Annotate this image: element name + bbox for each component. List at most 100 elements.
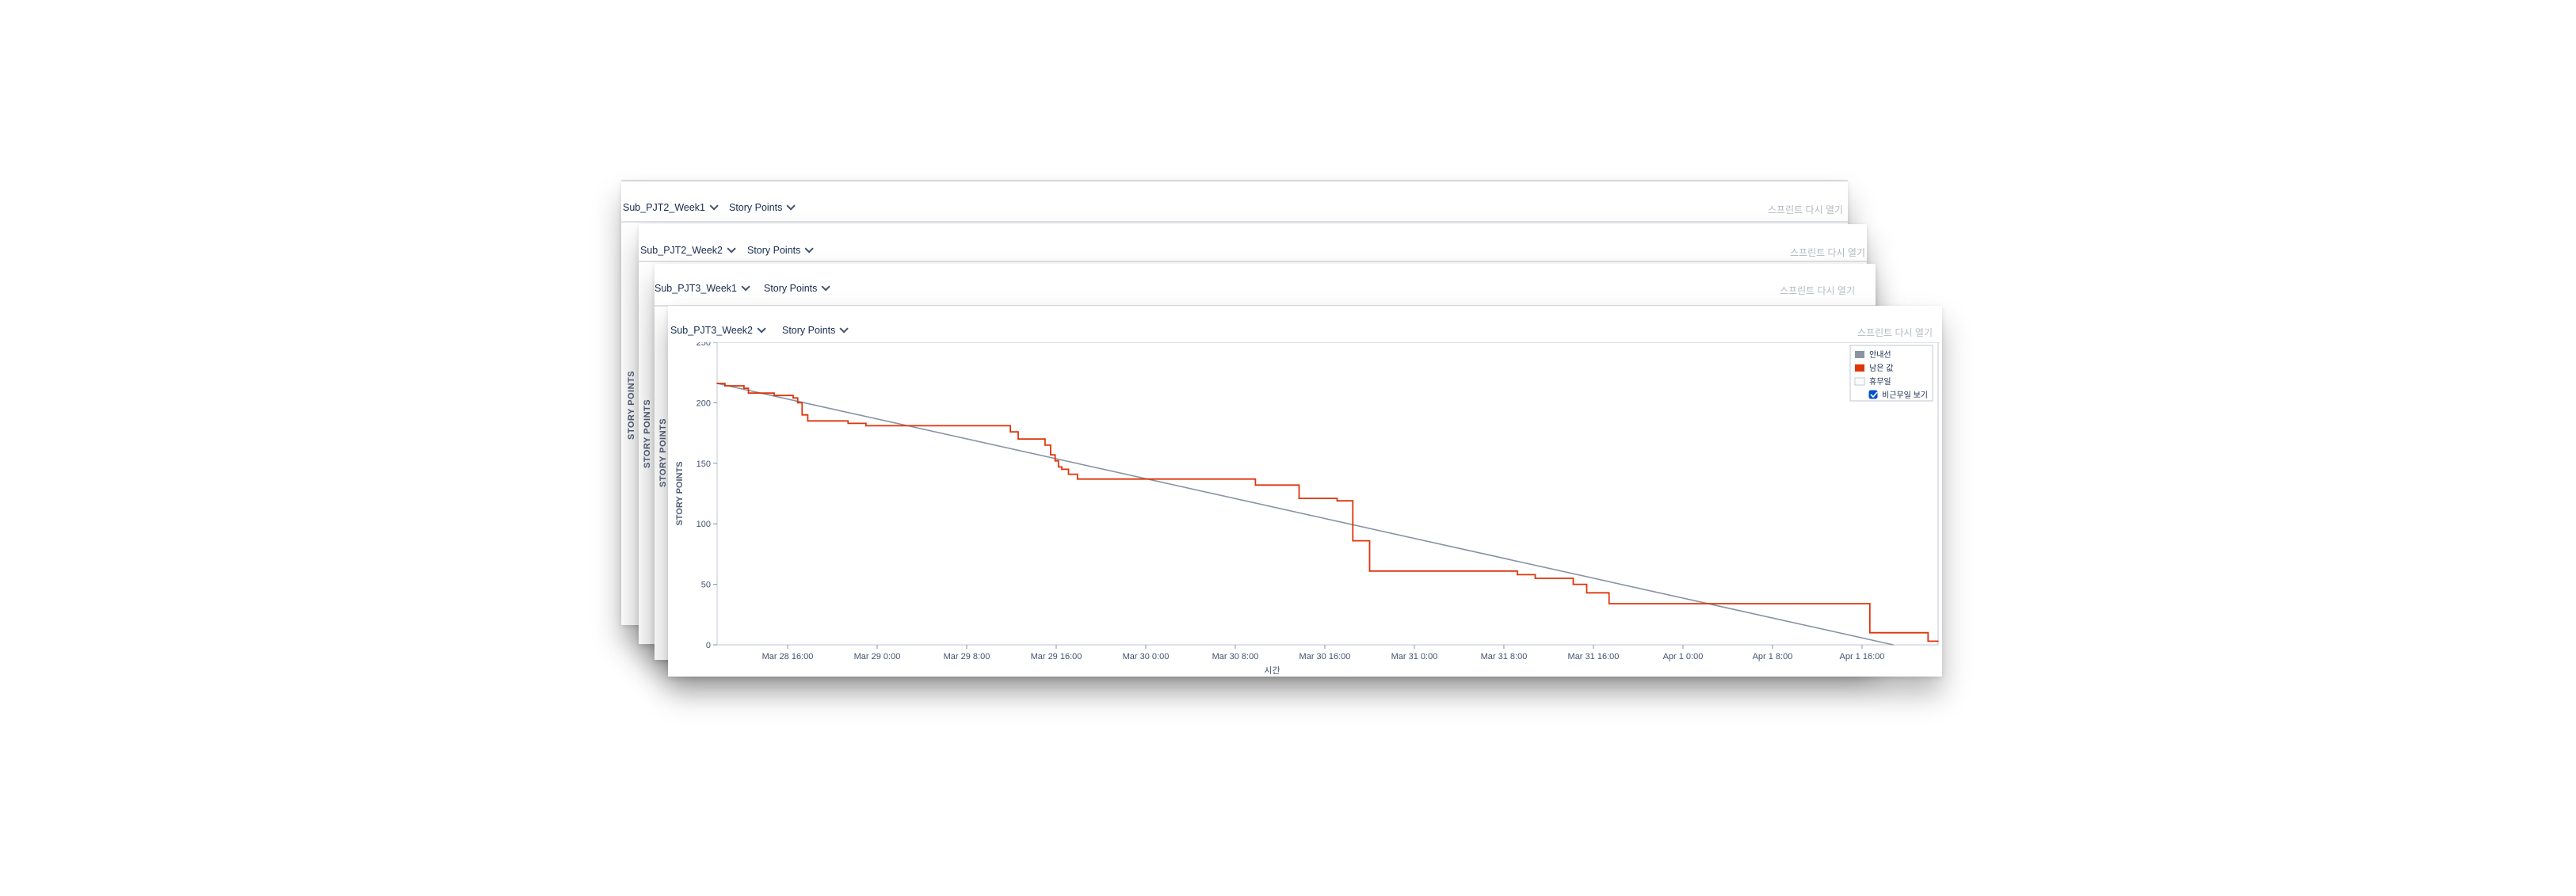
y-axis-label: STORY POINTS (643, 398, 652, 468)
chevron-down-icon (741, 282, 750, 292)
remaining-point (773, 395, 775, 397)
sprint-select[interactable]: Sub_PJT3_Week2 (670, 324, 766, 336)
chevron-down-icon (821, 282, 831, 292)
remaining-point (1054, 459, 1056, 462)
chevron-down-icon (839, 324, 849, 334)
legend-label-non-working: 휴무일 (1869, 377, 1891, 387)
remaining-point (1254, 484, 1257, 486)
remaining-point (796, 402, 799, 404)
y-tick-label: 100 (696, 520, 711, 529)
y-tick-label: 250 (696, 342, 711, 348)
legend-label-remaining: 남은 값 (1869, 364, 1893, 373)
legend-swatch-remaining (1855, 364, 1864, 372)
x-tick-label: Mar 30 0:00 (1123, 652, 1170, 662)
sprint-select[interactable]: Sub_PJT3_Week1 (654, 282, 750, 294)
x-tick-label: Mar 29 8:00 (944, 652, 990, 662)
remaining-point (1336, 500, 1338, 501)
remaining-point (1352, 540, 1354, 542)
x-tick-label: Mar 30 8:00 (1212, 652, 1259, 662)
chevron-down-icon (709, 201, 719, 211)
remaining-point (1044, 444, 1046, 446)
estimation-select[interactable]: Story Points (782, 324, 849, 336)
remaining-point (743, 387, 745, 389)
x-tick-label: Apr 1 16:00 (1840, 652, 1885, 662)
estimation-select[interactable]: Story Points (747, 244, 815, 256)
sprint-select[interactable]: Sub_PJT2_Week1 (623, 201, 719, 213)
reopen-sprint-link[interactable]: 스프린트 다시 열기 (1790, 247, 1865, 258)
remaining-point (1009, 431, 1011, 433)
estimation-select-label: Story Points (747, 245, 801, 256)
card-toolbar: Sub_PJT2_Week1 Story Points 스프린트 다시 열기 (621, 181, 1848, 223)
y-axis-title: STORY POINTS (675, 461, 685, 525)
y-axis-label: STORY POINTS (658, 417, 668, 487)
reopen-sprint-link[interactable]: 스프린트 다시 열기 (1780, 285, 1855, 296)
x-tick-label: Mar 30 16:00 (1299, 652, 1351, 662)
remaining-point (1517, 574, 1518, 576)
sprint-card-4: Sub_PJT3_Week2 Story Points 스프린트 다시 열기 0… (668, 306, 1942, 677)
x-tick-label: Mar 29 0:00 (854, 652, 901, 662)
sprint-select-label: Sub_PJT2_Week1 (623, 202, 705, 213)
non-working-days-checkbox[interactable] (1868, 390, 1878, 399)
estimation-select[interactable]: Story Points (764, 282, 831, 294)
plot-area (716, 342, 1939, 646)
y-tick-label: 50 (701, 581, 711, 590)
remaining-point (792, 397, 794, 399)
legend-swatch-non-working (1854, 377, 1865, 386)
page-divider (621, 180, 1848, 181)
card-toolbar: Sub_PJT2_Week2 Story Points 스프린트 다시 열기 (639, 224, 1867, 262)
x-tick-label: Apr 1 0:00 (1663, 652, 1704, 662)
chevron-down-icon (727, 244, 736, 254)
x-tick-label: Apr 1 8:00 (1753, 652, 1793, 662)
legend-swatch-guide (1855, 351, 1864, 358)
estimation-select-label: Story Points (764, 283, 818, 294)
sprint-select-label: Sub_PJT3_Week2 (670, 325, 753, 336)
reopen-sprint-link[interactable]: 스프린트 다시 열기 (1768, 204, 1843, 215)
remaining-point (1534, 578, 1536, 579)
x-axis-title: 시간 (1264, 665, 1280, 675)
sprint-select[interactable]: Sub_PJT2_Week2 (640, 244, 736, 256)
x-tick-label: Mar 28 16:00 (762, 652, 814, 662)
estimation-select[interactable]: Story Points (729, 201, 796, 213)
chevron-down-icon (757, 324, 766, 334)
remaining-point (724, 385, 726, 387)
remaining-point (1067, 473, 1070, 475)
remaining-point (1608, 603, 1610, 604)
remaining-point (847, 422, 849, 425)
y-axis-label: STORY POINTS (627, 370, 636, 440)
sprint-select-label: Sub_PJT3_Week1 (654, 283, 737, 294)
x-tick-label: Mar 29 16:00 (1031, 652, 1082, 662)
card-toolbar: Sub_PJT3_Week2 Story Points 스프린트 다시 열기 (668, 306, 1942, 342)
estimation-select-label: Story Points (729, 202, 783, 213)
sprint-select-label: Sub_PJT2_Week2 (640, 245, 723, 256)
legend-label-guide: 안내선 (1869, 350, 1891, 360)
remaining-point (1927, 640, 1929, 642)
remaining-point (1298, 498, 1300, 499)
x-tick-label: Mar 31 8:00 (1481, 652, 1528, 662)
remaining-point (1050, 454, 1051, 456)
remaining-point (1058, 466, 1059, 468)
remaining-point (716, 383, 718, 384)
remaining-point (1937, 640, 1939, 642)
remaining-point (1572, 583, 1574, 585)
chevron-down-icon (786, 201, 796, 211)
remaining-point (1368, 570, 1371, 572)
estimation-select-label: Story Points (782, 325, 836, 336)
remaining-point (1017, 438, 1019, 440)
reopen-sprint-link[interactable]: 스프린트 다시 열기 (1857, 327, 1933, 338)
checkmark-icon (1870, 391, 1878, 398)
y-tick-label: 0 (706, 641, 711, 650)
remaining-values-series (717, 383, 1938, 642)
burndown-chart: 0 50 100 150 200 250 STORY POINTS Mar 28 16:00 M… (675, 342, 1939, 675)
legend-label-show-non-working[interactable]: 비근무일 보기 (1882, 391, 1928, 400)
remaining-point (865, 425, 867, 427)
remaining-point (1077, 478, 1078, 480)
x-tick-label: Mar 31 16:00 (1568, 652, 1620, 662)
x-tick-label: Mar 31 0:00 (1391, 652, 1438, 662)
remaining-point (1869, 631, 1871, 634)
remaining-point (801, 414, 803, 416)
chevron-down-icon (804, 244, 815, 254)
y-tick-label: 200 (696, 398, 711, 408)
remaining-point (747, 392, 750, 394)
remaining-point (1061, 468, 1063, 471)
remaining-point (1586, 592, 1588, 594)
